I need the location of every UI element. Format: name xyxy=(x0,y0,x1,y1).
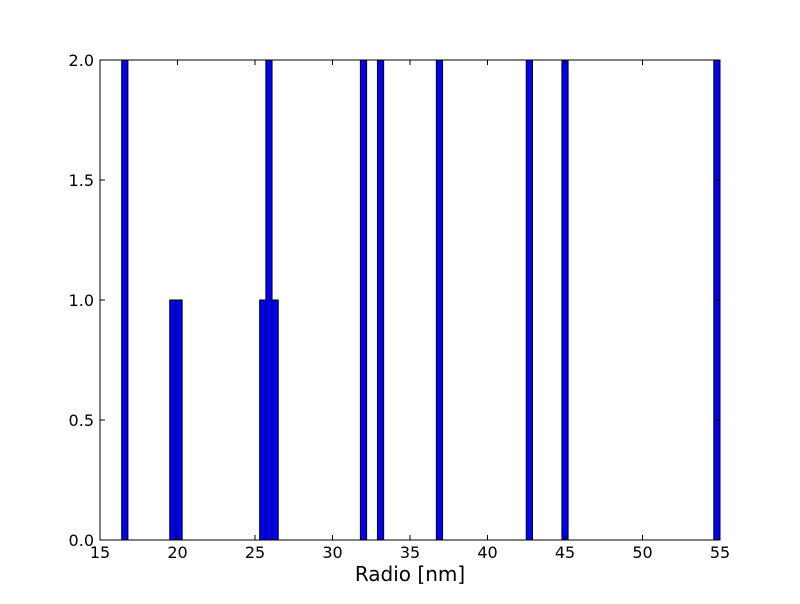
x-tick-label: 35 xyxy=(400,543,420,562)
y-tick-label: 0.0 xyxy=(69,531,94,550)
histogram-bar xyxy=(525,59,533,541)
histogram-bar xyxy=(271,299,279,541)
histogram-bar xyxy=(259,299,267,541)
x-tick-label: 45 xyxy=(555,543,575,562)
ticks-layer: 15 20 25 30 35 40 45 50 55 0.0 0.5 1.0 1.5 2.0 xyxy=(69,51,731,562)
y-tick-label: 1.5 xyxy=(69,171,94,190)
y-tick-label: 1.0 xyxy=(69,291,94,310)
x-tick-label: 55 xyxy=(710,543,730,562)
histogram-bar xyxy=(265,59,273,541)
histogram-bar xyxy=(175,299,183,541)
x-axis-label: Radio [nm] xyxy=(355,562,465,586)
x-tick-label: 25 xyxy=(245,543,265,562)
x-tick-label: 30 xyxy=(322,543,342,562)
histogram-bar xyxy=(376,59,385,541)
histogram-bar xyxy=(561,59,569,541)
y-tick-label: 0.5 xyxy=(69,411,94,430)
x-tick-label: 20 xyxy=(167,543,187,562)
histogram-bar xyxy=(359,59,368,541)
y-tick-label: 2.0 xyxy=(69,51,94,70)
histogram-bar xyxy=(169,299,177,541)
x-tick-label: 40 xyxy=(477,543,497,562)
axes-frame xyxy=(99,59,721,541)
bars-layer xyxy=(121,59,721,541)
x-tick-label: 50 xyxy=(632,543,652,562)
x-tick-label: 15 xyxy=(90,543,110,562)
histogram-bar xyxy=(435,59,444,541)
histogram-bar xyxy=(121,59,129,541)
